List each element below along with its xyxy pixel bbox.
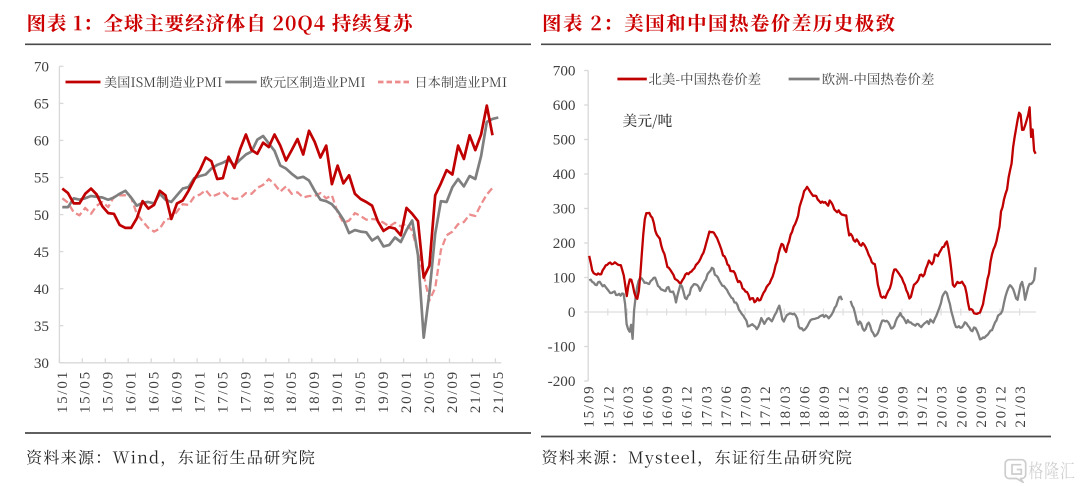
svg-text:16/06: 16/06 bbox=[641, 385, 657, 428]
svg-text:600: 600 bbox=[553, 97, 576, 114]
svg-text:19/05: 19/05 bbox=[353, 370, 369, 413]
svg-text:15/12: 15/12 bbox=[601, 385, 617, 428]
svg-text:21/01: 21/01 bbox=[468, 370, 484, 413]
svg-text:15/09: 15/09 bbox=[582, 385, 598, 428]
svg-text:17/03: 17/03 bbox=[699, 385, 715, 428]
svg-text:-100: -100 bbox=[548, 339, 576, 356]
svg-text:300: 300 bbox=[553, 201, 576, 218]
svg-text:19/03: 19/03 bbox=[856, 385, 872, 428]
svg-text:-200: -200 bbox=[548, 373, 576, 390]
svg-text:17/05: 17/05 bbox=[215, 370, 231, 413]
svg-text:16/05: 16/05 bbox=[147, 370, 163, 413]
svg-text:17/01: 17/01 bbox=[193, 370, 209, 413]
svg-text:16/09: 16/09 bbox=[660, 385, 676, 428]
svg-text:400: 400 bbox=[553, 166, 576, 183]
svg-text:35: 35 bbox=[34, 318, 49, 335]
svg-text:17/06: 17/06 bbox=[719, 385, 735, 428]
svg-text:16/09: 16/09 bbox=[170, 370, 186, 413]
svg-text:70: 70 bbox=[34, 59, 50, 76]
svg-text:16/03: 16/03 bbox=[621, 385, 637, 428]
svg-text:500: 500 bbox=[553, 132, 576, 149]
svg-text:18/12: 18/12 bbox=[837, 385, 853, 428]
svg-text:55: 55 bbox=[34, 170, 49, 187]
svg-text:19/09: 19/09 bbox=[376, 370, 392, 413]
svg-text:21/03: 21/03 bbox=[1013, 385, 1029, 428]
svg-text:0: 0 bbox=[568, 304, 576, 321]
svg-text:65: 65 bbox=[34, 96, 49, 113]
svg-text:200: 200 bbox=[553, 235, 576, 252]
svg-text:17/12: 17/12 bbox=[758, 385, 774, 428]
svg-text:45: 45 bbox=[34, 244, 49, 261]
svg-text:50: 50 bbox=[34, 207, 50, 224]
svg-text:15/01: 15/01 bbox=[55, 370, 71, 413]
svg-text:100: 100 bbox=[553, 270, 576, 287]
svg-text:19/12: 19/12 bbox=[915, 385, 931, 428]
svg-text:60: 60 bbox=[34, 133, 50, 150]
svg-text:18/09: 18/09 bbox=[307, 370, 323, 413]
svg-text:18/05: 18/05 bbox=[284, 370, 300, 413]
svg-text:18/01: 18/01 bbox=[261, 370, 277, 413]
svg-text:20/06: 20/06 bbox=[954, 385, 970, 428]
svg-text:20/05: 20/05 bbox=[422, 370, 438, 413]
svg-text:18/09: 18/09 bbox=[817, 385, 833, 428]
svg-text:30: 30 bbox=[34, 355, 50, 372]
svg-text:20/09: 20/09 bbox=[445, 370, 461, 413]
svg-text:15/09: 15/09 bbox=[101, 370, 117, 413]
svg-text:16/12: 16/12 bbox=[680, 385, 696, 428]
svg-text:18/06: 18/06 bbox=[797, 385, 813, 428]
svg-text:20/01: 20/01 bbox=[399, 370, 415, 413]
svg-text:20/03: 20/03 bbox=[935, 385, 951, 428]
svg-text:20/12: 20/12 bbox=[994, 385, 1010, 428]
svg-text:19/06: 19/06 bbox=[876, 385, 892, 428]
svg-text:16/01: 16/01 bbox=[124, 370, 140, 413]
svg-text:17/09: 17/09 bbox=[238, 370, 254, 413]
svg-text:19/09: 19/09 bbox=[895, 385, 911, 428]
svg-text:700: 700 bbox=[553, 63, 576, 80]
svg-text:20/09: 20/09 bbox=[974, 385, 990, 428]
svg-text:15/05: 15/05 bbox=[78, 370, 94, 413]
svg-text:21/05: 21/05 bbox=[491, 370, 507, 413]
svg-text:40: 40 bbox=[34, 281, 50, 298]
svg-text:18/03: 18/03 bbox=[778, 385, 794, 428]
svg-text:19/01: 19/01 bbox=[330, 370, 346, 413]
svg-text:17/09: 17/09 bbox=[739, 385, 755, 428]
